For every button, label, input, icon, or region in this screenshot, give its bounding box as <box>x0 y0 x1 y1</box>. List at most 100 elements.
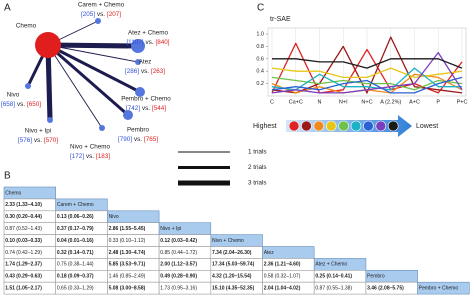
rank-swatch <box>325 120 337 132</box>
rank-line <box>271 51 463 94</box>
treatment-size: [742] <box>126 105 140 112</box>
y-tick-label: 0.2 <box>256 81 264 87</box>
treatment-name: Nivo + Chemo <box>212 238 244 244</box>
rank-line <box>271 67 462 91</box>
comparison-value: 0.74 (0.42–1.29) <box>5 250 42 256</box>
control-size: [207] <box>107 11 121 18</box>
comparison-value: 0.87 (0.52–1.43) <box>5 226 42 232</box>
treatment-size: [172] <box>70 153 84 160</box>
y-tick-label: 0.4 <box>256 69 264 75</box>
network-node <box>135 59 141 65</box>
treatment-size: [1107] <box>126 39 143 46</box>
separator: vs. <box>86 153 94 160</box>
control-size: [263] <box>151 68 165 75</box>
comparison-value: 2.86 (1.55–5.45) <box>109 226 146 232</box>
comparison-value: 0.10 (0.03–0.33) <box>5 238 42 244</box>
control-size: [544] <box>152 105 166 112</box>
comparison-value: 0.33 (0.10–1.12) <box>109 238 146 244</box>
network-node <box>47 117 53 123</box>
node-sample-sizes: [172] vs. [183] <box>70 153 110 160</box>
comparison-value: 0.49 (0.28–0.90) <box>160 274 197 280</box>
separator: vs. <box>145 39 153 46</box>
rank-swatch <box>363 120 374 132</box>
separator: vs. <box>142 105 150 112</box>
treatment-size: [658] <box>1 101 15 108</box>
network-edge <box>47 43 141 94</box>
treatment-size: [576] <box>18 137 32 144</box>
comparison-value: 0.87 (0.55–1.38) <box>315 285 352 291</box>
scale-start-label: Highest <box>253 123 277 130</box>
y-tick-label: 1.0 <box>256 31 264 37</box>
rank-swatch <box>350 120 362 132</box>
treatment-name: Pembro + Chemo <box>419 285 459 291</box>
network-edge <box>47 43 129 117</box>
x-tick-label: N+I <box>339 99 348 105</box>
x-tick-label: C <box>270 99 274 105</box>
treatment-name: Chemo <box>5 190 21 196</box>
node-sample-sizes: [286] vs. [263] <box>125 68 165 75</box>
rank-line <box>272 58 463 69</box>
x-tick-label: N <box>318 99 322 105</box>
x-tick-label: P+C <box>457 99 468 105</box>
rank-swatch <box>301 120 312 132</box>
node-sample-sizes: [658] vs. [650] <box>1 101 41 108</box>
control-size: [570] <box>44 137 58 144</box>
node-label: Carem + Chemo <box>78 2 125 9</box>
rank-swatch <box>375 120 387 132</box>
panel-label: C <box>257 3 264 14</box>
separator: vs. <box>97 11 105 18</box>
comparison-value: 0.75 (0.38–1.44) <box>57 262 94 268</box>
comparison-value: 0.13 (0.06–0.26) <box>57 214 94 220</box>
comparison-value: 0.65 (0.33–1.29) <box>57 285 94 291</box>
comparison-value: 5.08 (3.00–8.58) <box>109 285 146 291</box>
comparison-value: 0.18 (0.09–0.37) <box>57 274 94 280</box>
node-label: Nivo + Ipi <box>25 128 51 135</box>
x-tick-label: P <box>436 99 440 105</box>
control-size: [840] <box>156 39 170 46</box>
node-label: Nivo + Chemo <box>70 144 111 151</box>
comparison-value: 1.51 (1.05–2.17) <box>5 285 42 291</box>
y-tick-label: 0.6 <box>256 56 264 62</box>
comparison-value: 5.85 (3.53–9.71) <box>109 262 146 268</box>
treatment-name: Atez <box>264 250 275 256</box>
treatment-size: [205] <box>81 11 95 18</box>
treatment-name: Carem + Chemo <box>57 202 94 208</box>
comparison-value: 2.04 (1.04–4.02) <box>264 285 301 291</box>
network-node <box>99 125 105 131</box>
control-size: [650] <box>27 101 41 108</box>
x-tick-label: N+C <box>361 99 372 105</box>
legend-label: 3 trials <box>248 180 267 187</box>
comparison-value: 1.74 (1.29–2.37) <box>5 262 42 268</box>
network-node <box>123 110 133 120</box>
scale-end-label: Lowest <box>416 123 438 130</box>
comparison-value: 0.58 (0.32–1.07) <box>264 274 301 280</box>
comparison-value: 0.25 (0.14–0.41) <box>315 274 352 280</box>
network-node <box>25 83 31 89</box>
separator: vs. <box>134 136 142 143</box>
comparison-value: 4.32 (1.20–15.54) <box>212 274 252 280</box>
comparison-value: 1.73 (0.95–3.16) <box>160 285 197 291</box>
comparison-value: 1.46 (0.85–2.49) <box>109 274 146 280</box>
control-size: [183] <box>96 153 110 160</box>
y-tick-label: 0.8 <box>256 44 264 50</box>
treatment-size: [790] <box>118 136 132 143</box>
treatment-name: Pembro <box>367 274 385 280</box>
comparison-value: 3.46 (2.08–5.75) <box>367 285 404 291</box>
comparison-value: 0.85 (0.44–1.72) <box>160 250 197 256</box>
comparison-value: 17.34 (5.03–59.74) <box>212 262 255 268</box>
control-size: [765] <box>144 136 158 143</box>
network-edge <box>47 44 103 129</box>
x-tick-label: A+C <box>409 99 420 105</box>
network-node <box>135 87 145 97</box>
legend-label: 2 trials <box>248 164 267 171</box>
x-tick-label: Ca+C <box>289 99 303 105</box>
comparison-value: 0.32 (0.14–0.71) <box>57 250 94 256</box>
rank-line <box>271 76 463 91</box>
separator: vs. <box>141 68 149 75</box>
rank-swatch <box>313 120 325 132</box>
scale-arrow <box>286 115 412 137</box>
node-label: Chemo <box>16 23 37 30</box>
comparison-value: 0.04 (0.01–0.16) <box>57 238 94 244</box>
node-label: Pembro + Chemo <box>121 96 171 103</box>
